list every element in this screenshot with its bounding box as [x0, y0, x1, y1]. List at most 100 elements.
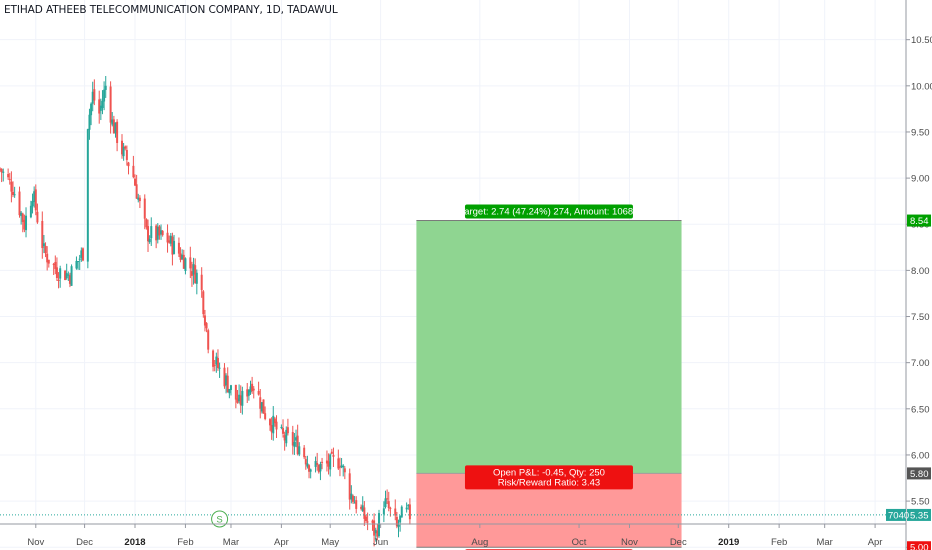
candle-body — [397, 524, 400, 527]
candle-body — [80, 250, 83, 258]
candle-body — [225, 375, 228, 386]
candle-body — [364, 516, 367, 521]
candle-body — [101, 100, 104, 109]
candle-body — [8, 179, 11, 181]
candle-body — [166, 232, 169, 243]
candle-body — [132, 165, 135, 178]
candle-body — [205, 323, 208, 329]
candle-body — [330, 451, 333, 454]
time-tick-label: Nov — [621, 537, 638, 548]
candle-body — [78, 258, 81, 260]
target-price-tag-bg — [907, 214, 931, 227]
candle-body — [239, 395, 242, 406]
time-tick-label: Feb — [771, 537, 787, 548]
time-tick-label: Aug — [471, 537, 488, 548]
candle-body — [70, 266, 73, 286]
price-tick-label: 7.50 — [911, 312, 930, 323]
candle-body — [55, 267, 58, 278]
candle-body — [75, 260, 78, 269]
candle-body — [238, 394, 241, 402]
candle-body — [52, 263, 55, 265]
price-tick-label: 10.50 — [911, 35, 932, 46]
candle-body — [42, 243, 45, 247]
candle-body — [200, 274, 203, 290]
price-tick-label: 9.00 — [911, 174, 930, 185]
long-position-tool[interactable]: Target: 2.74 (47.24%) 274, Amount: 10685… — [416, 204, 682, 550]
candle-body — [247, 390, 250, 396]
candle-body — [173, 240, 176, 254]
candle-body — [29, 205, 32, 218]
candle-body — [280, 426, 283, 428]
candle-body — [134, 178, 137, 186]
candle-body — [150, 226, 153, 239]
candle-body — [374, 529, 377, 534]
time-axis[interactable]: Nov Dec 2018 Feb Mar Apr May Jun Aug Oct Nov Dec 201… — [0, 523, 906, 548]
candle-body — [177, 242, 180, 254]
target-zone — [416, 220, 682, 474]
candle-body — [77, 261, 80, 263]
candle-body — [251, 383, 254, 392]
candle-body — [355, 500, 358, 509]
candle-body — [138, 197, 141, 202]
candle-body — [269, 419, 272, 426]
time-tick-label: Apr — [274, 537, 289, 548]
price-tick-label: 8.00 — [911, 266, 930, 277]
candle-body — [361, 505, 364, 512]
candle-body — [122, 146, 125, 157]
candle-body — [252, 388, 255, 391]
candle-body — [194, 265, 197, 284]
candle-body — [31, 201, 34, 207]
candle-body — [25, 215, 28, 231]
candle-body — [353, 502, 356, 504]
candle-body — [44, 245, 47, 254]
price-tick-label: 5.50 — [911, 497, 930, 508]
target-label-bg — [464, 204, 633, 219]
candle-body — [202, 291, 205, 315]
candle-body — [234, 384, 237, 400]
time-tick-label: Dec — [670, 537, 687, 548]
candle-body — [213, 365, 216, 367]
candle-body — [387, 501, 390, 509]
candle-body — [0, 169, 3, 173]
candle-body — [394, 508, 397, 516]
candle-body — [54, 261, 57, 269]
price-tick-label: 6.50 — [911, 404, 930, 415]
candle-body — [181, 254, 184, 260]
candle-body — [376, 530, 379, 537]
time-tick-label: Apr — [868, 537, 883, 548]
price-axis[interactable]: 5.005.506.006.507.007.508.008.509.009.50… — [886, 0, 932, 550]
candle-body — [145, 219, 148, 228]
candle-body — [298, 446, 301, 455]
candle-body — [124, 146, 127, 149]
price-tick-label: 7.00 — [911, 358, 930, 369]
chart-title: ETIHAD ATHEEB TELECOMMUNICATION COMPANY,… — [4, 4, 338, 16]
candlestick-series — [0, 76, 411, 547]
candle-body — [147, 226, 150, 242]
candle-body — [272, 415, 275, 434]
entry-price-tag-bg — [907, 467, 931, 480]
candle-body — [103, 89, 106, 102]
candle-body — [91, 91, 94, 104]
candle-body — [408, 504, 411, 520]
time-tick-label: May — [321, 537, 339, 548]
candle-body — [228, 388, 231, 394]
candle-body — [64, 270, 67, 280]
candle-body — [116, 121, 119, 143]
candle-body — [143, 198, 146, 219]
candle-body — [306, 463, 309, 467]
candle-body — [226, 375, 229, 393]
candle-body — [125, 149, 128, 160]
stop-price-tag: 5.00 — [907, 541, 931, 550]
candle-body — [7, 174, 10, 178]
pnl-label-bg — [464, 465, 633, 490]
candle-body — [189, 257, 192, 269]
time-tick-label: Mar — [816, 537, 832, 548]
candle-body — [400, 506, 403, 518]
candle-body — [112, 119, 115, 134]
candle-body — [317, 464, 320, 473]
candle-body — [262, 399, 265, 414]
candle-body — [321, 461, 324, 463]
target-label: Target: 2.74 (47.24%) 274, Amount: 10685 — [459, 204, 638, 219]
